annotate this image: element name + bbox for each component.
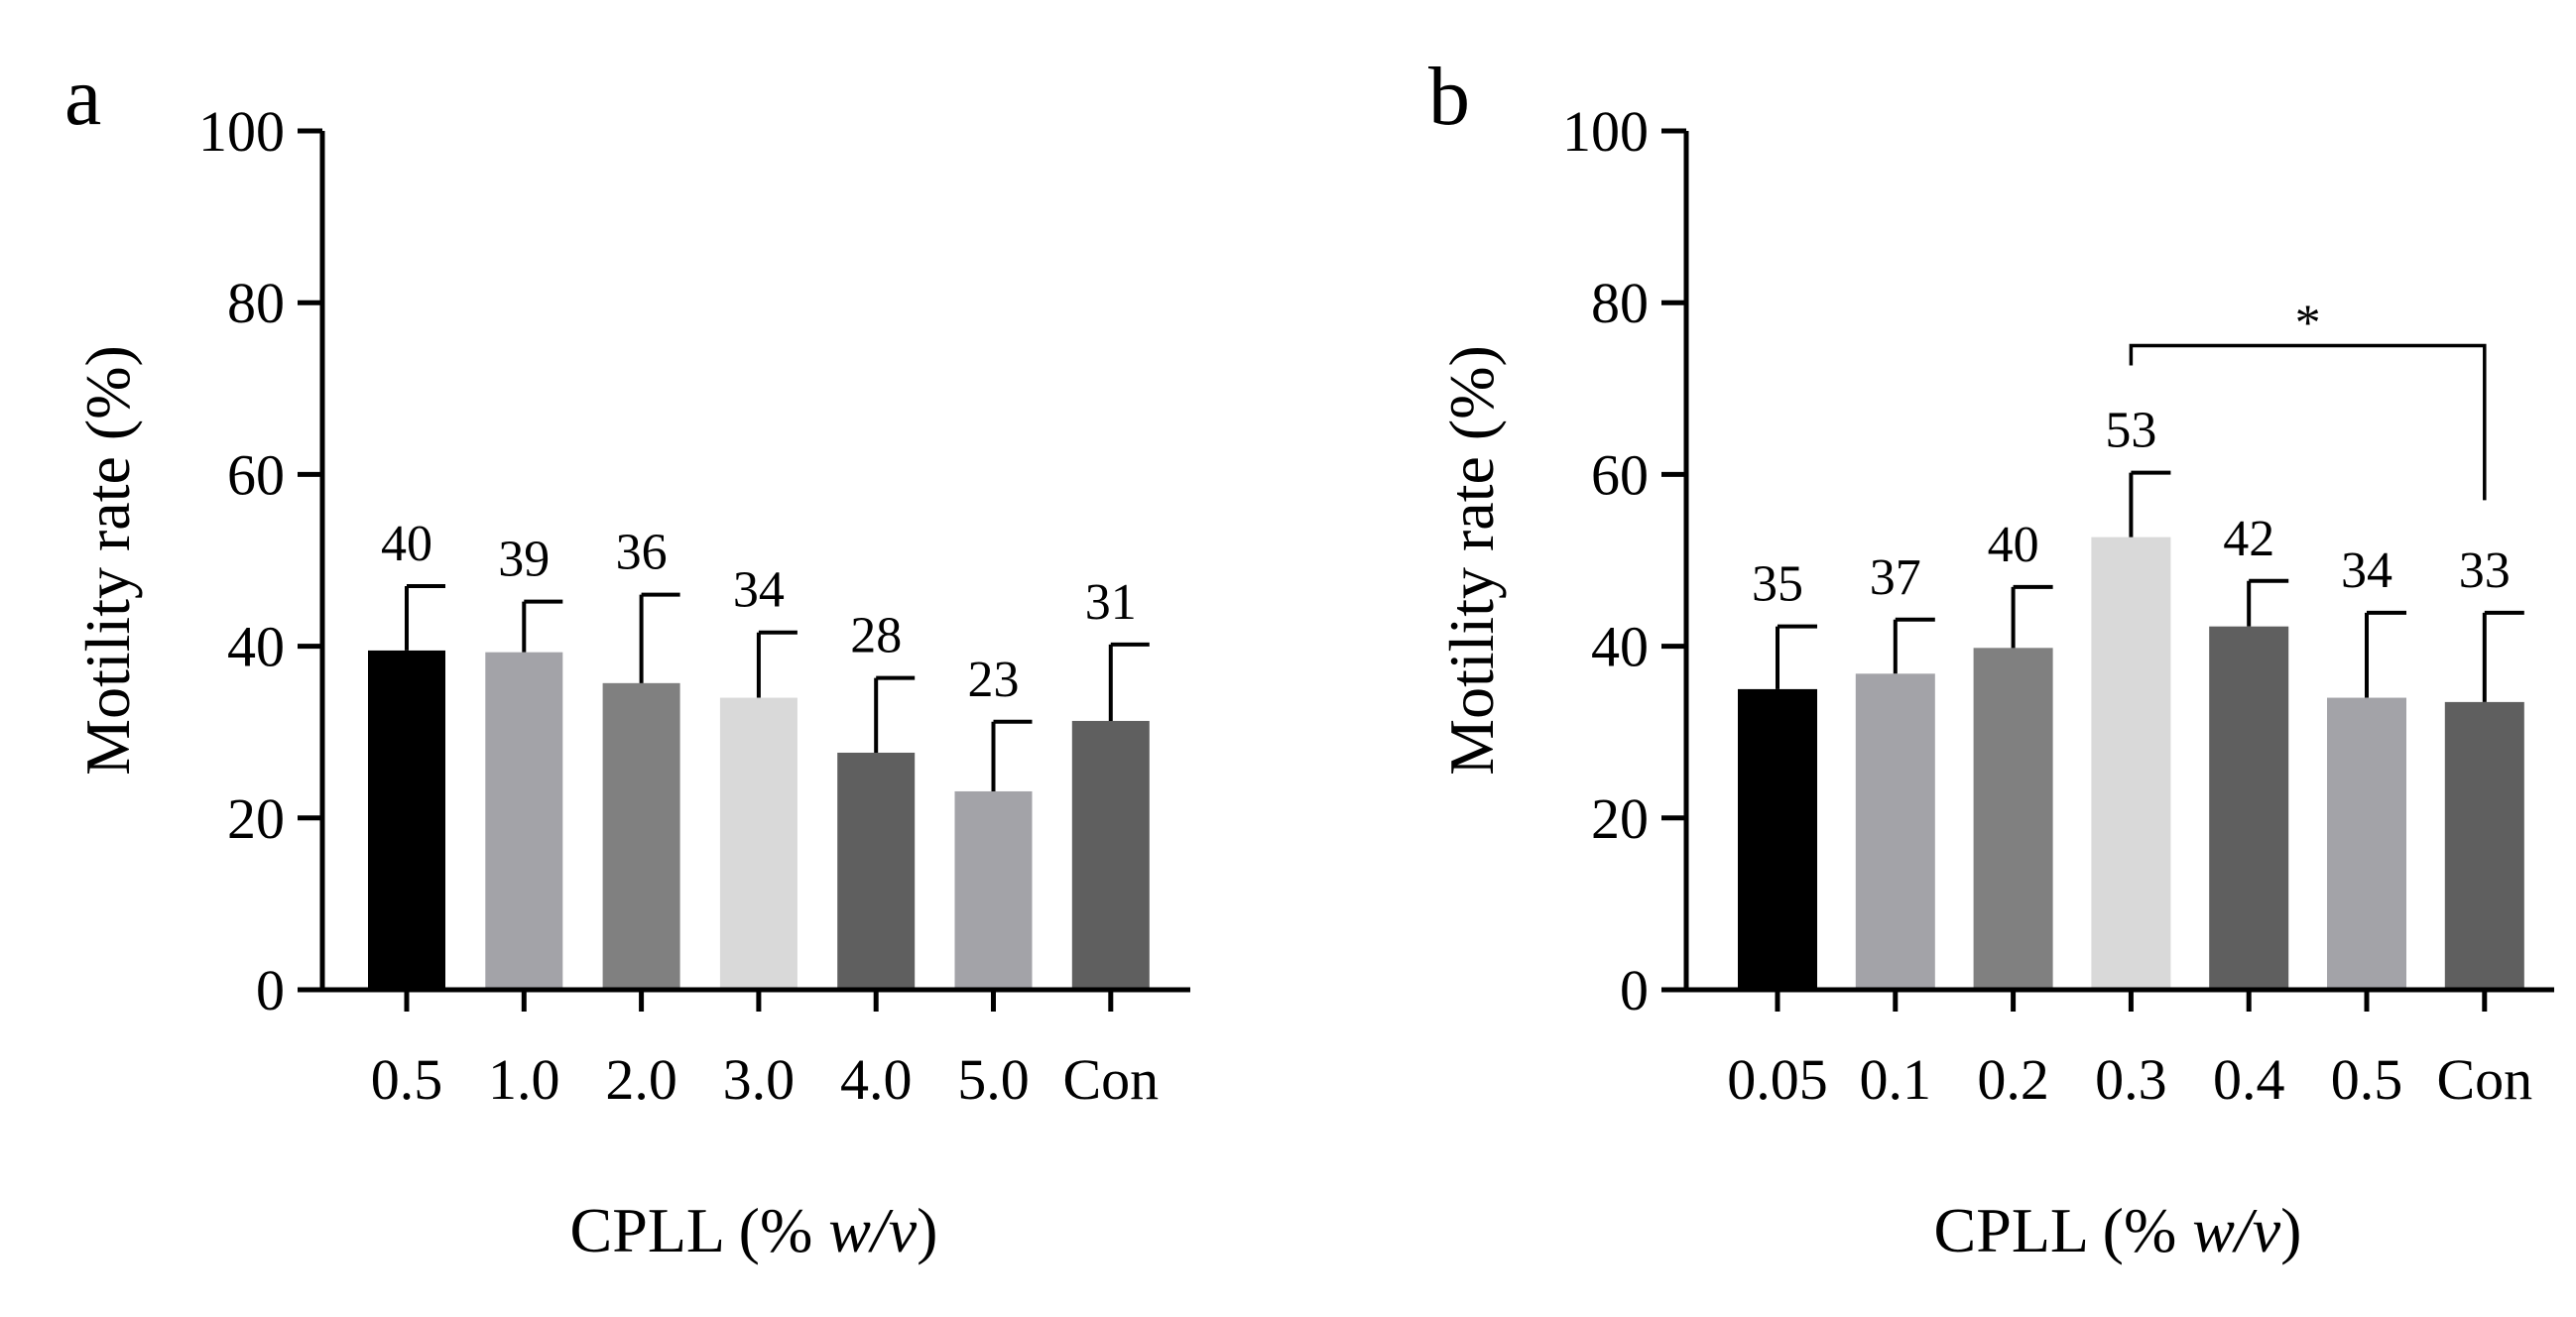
y-tick-label-40: 40 xyxy=(1591,615,1649,679)
bar-Con xyxy=(1071,720,1150,990)
data-label-0.5: 40 xyxy=(381,516,432,572)
data-label-5.0: 23 xyxy=(968,652,1020,708)
data-label-0.2: 40 xyxy=(1988,517,2039,573)
x-tick-label-1.0: 1.0 xyxy=(488,1047,560,1112)
data-label-1.0: 39 xyxy=(498,532,550,588)
y-tick-label-60: 60 xyxy=(227,442,285,507)
bar-5.0 xyxy=(954,790,1033,990)
x-axis-title: CPLL (% w/v) xyxy=(570,1195,938,1265)
bar-2.0 xyxy=(602,682,680,990)
x-tick-label-Con: Con xyxy=(1062,1047,1159,1112)
x-axis-title-prefix: CPLL (% xyxy=(1934,1195,2193,1265)
data-label-Con: 31 xyxy=(1085,574,1137,631)
bar-0.5 xyxy=(368,650,445,990)
x-axis-title-suffix: ) xyxy=(2280,1195,2301,1265)
x-tick-label-Con: Con xyxy=(2436,1047,2532,1112)
bar-0.4 xyxy=(2209,626,2289,990)
bar-0.05 xyxy=(1738,688,1817,990)
bar-Con xyxy=(2444,701,2524,990)
x-axis-title-unit: w/v xyxy=(2192,1195,2280,1265)
y-tick-label-0: 0 xyxy=(1620,958,1649,1022)
significance-label: * xyxy=(2295,296,2321,352)
x-axis-title-unit: w/v xyxy=(828,1195,917,1265)
x-tick-label-0.3: 0.3 xyxy=(2095,1047,2167,1112)
data-label-4.0: 28 xyxy=(850,608,902,664)
x-axis-title-prefix: CPLL (% xyxy=(570,1195,829,1265)
bar-0.3 xyxy=(2091,537,2171,990)
y-tick-label-0: 0 xyxy=(256,958,285,1022)
x-tick-label-0.1: 0.1 xyxy=(1860,1047,1932,1112)
data-label-0.5: 34 xyxy=(2341,542,2392,599)
y-tick-label-80: 80 xyxy=(1591,271,1649,335)
panel-label: b xyxy=(1428,51,1470,143)
data-label-0.1: 37 xyxy=(1870,549,1921,606)
y-axis-title: Motility rate (%) xyxy=(1436,345,1507,776)
chart-panel-a: a 40 0.5 39 1.0 36 2.0 34 3.0 28 4.0 23 5.0 31 Con 0 20 4… xyxy=(64,51,1190,1265)
significance-bracket xyxy=(2129,343,2487,501)
x-tick-label-0.5: 0.5 xyxy=(371,1047,443,1112)
y-tick-label-80: 80 xyxy=(227,271,285,335)
y-axis-title: Motility rate (%) xyxy=(72,345,143,776)
x-tick-label-0.4: 0.4 xyxy=(2213,1047,2285,1112)
y-tick-label-20: 20 xyxy=(1591,786,1649,851)
bar-0.2 xyxy=(1973,648,2053,990)
x-axis-title: CPLL (% w/v) xyxy=(1934,1195,2302,1265)
data-label-0.4: 42 xyxy=(2223,511,2274,567)
bar-3.0 xyxy=(719,697,797,990)
data-label-2.0: 36 xyxy=(616,525,668,581)
bar-0.5 xyxy=(2327,697,2406,990)
bar-1.0 xyxy=(485,652,563,990)
bar-0.1 xyxy=(1855,673,1935,990)
y-tick-label-100: 100 xyxy=(198,99,285,164)
panel-label: a xyxy=(64,51,101,143)
x-axis-title-suffix: ) xyxy=(917,1195,937,1265)
bar-4.0 xyxy=(837,752,916,990)
y-tick-label-40: 40 xyxy=(227,615,285,679)
data-label-0.05: 35 xyxy=(1752,556,1803,613)
x-tick-label-5.0: 5.0 xyxy=(957,1047,1030,1112)
y-tick-label-100: 100 xyxy=(1562,99,1649,164)
x-tick-label-0.05: 0.05 xyxy=(1727,1047,1828,1112)
x-tick-label-4.0: 4.0 xyxy=(840,1047,913,1112)
y-tick-label-20: 20 xyxy=(227,786,285,851)
y-tick-label-60: 60 xyxy=(1591,442,1649,507)
data-label-0.3: 53 xyxy=(2105,403,2156,459)
x-tick-label-3.0: 3.0 xyxy=(723,1047,796,1112)
x-tick-label-0.2: 0.2 xyxy=(1977,1047,2049,1112)
chart-panel-b: b 35 0.05 37 0.1 40 0.2 53 0.3 42 0.4 34 0.5 33 Con 0 20… xyxy=(1428,51,2554,1265)
data-label-Con: 33 xyxy=(2459,542,2511,599)
x-tick-label-2.0: 2.0 xyxy=(605,1047,677,1112)
data-label-3.0: 34 xyxy=(733,562,785,619)
x-tick-label-0.5: 0.5 xyxy=(2331,1047,2403,1112)
